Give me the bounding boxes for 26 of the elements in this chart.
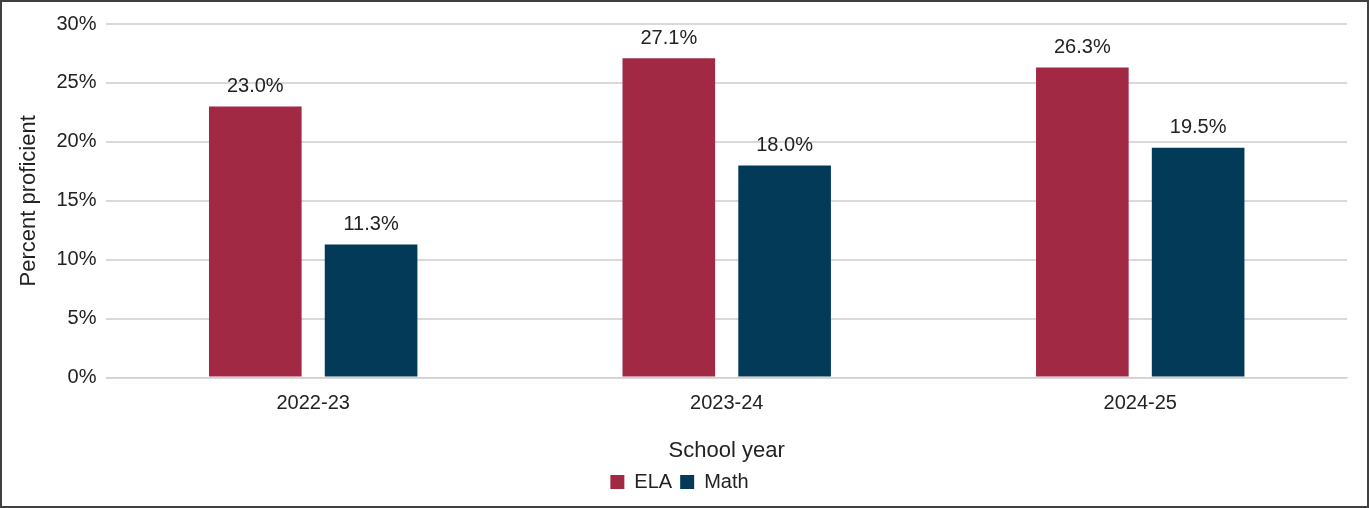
bar: [1036, 67, 1129, 377]
bar: [324, 244, 418, 377]
x-axis-title: School year: [668, 436, 785, 462]
y-tick-label: 15%: [56, 188, 97, 211]
y-tick-label: 20%: [56, 129, 97, 152]
data-label: 11.3%: [343, 211, 399, 234]
data-label: 27.1%: [640, 25, 698, 48]
bar: [208, 106, 302, 377]
data-label: 23.0%: [226, 74, 284, 97]
data-label: 19.5%: [1169, 115, 1227, 138]
data-label: 18.0%: [756, 132, 814, 155]
x-tick-label: 2024-25: [1103, 391, 1177, 414]
legend-label: ELA: [634, 469, 673, 492]
y-tick-label: 0%: [67, 365, 97, 388]
y-axis-title: Percent proficient: [15, 115, 41, 287]
data-label: 26.3%: [1053, 35, 1111, 58]
y-tick-label: 10%: [56, 247, 97, 270]
x-tick-label: 2022-23: [276, 391, 350, 414]
y-tick-label: 30%: [56, 11, 97, 34]
bar: [1151, 147, 1245, 377]
y-tick-label: 25%: [56, 70, 97, 93]
bar: [738, 165, 831, 377]
bar: [622, 58, 716, 377]
x-tick-label: 2023-24: [690, 391, 764, 414]
legend-label: Math: [704, 469, 749, 492]
y-tick-label: 5%: [67, 306, 97, 329]
